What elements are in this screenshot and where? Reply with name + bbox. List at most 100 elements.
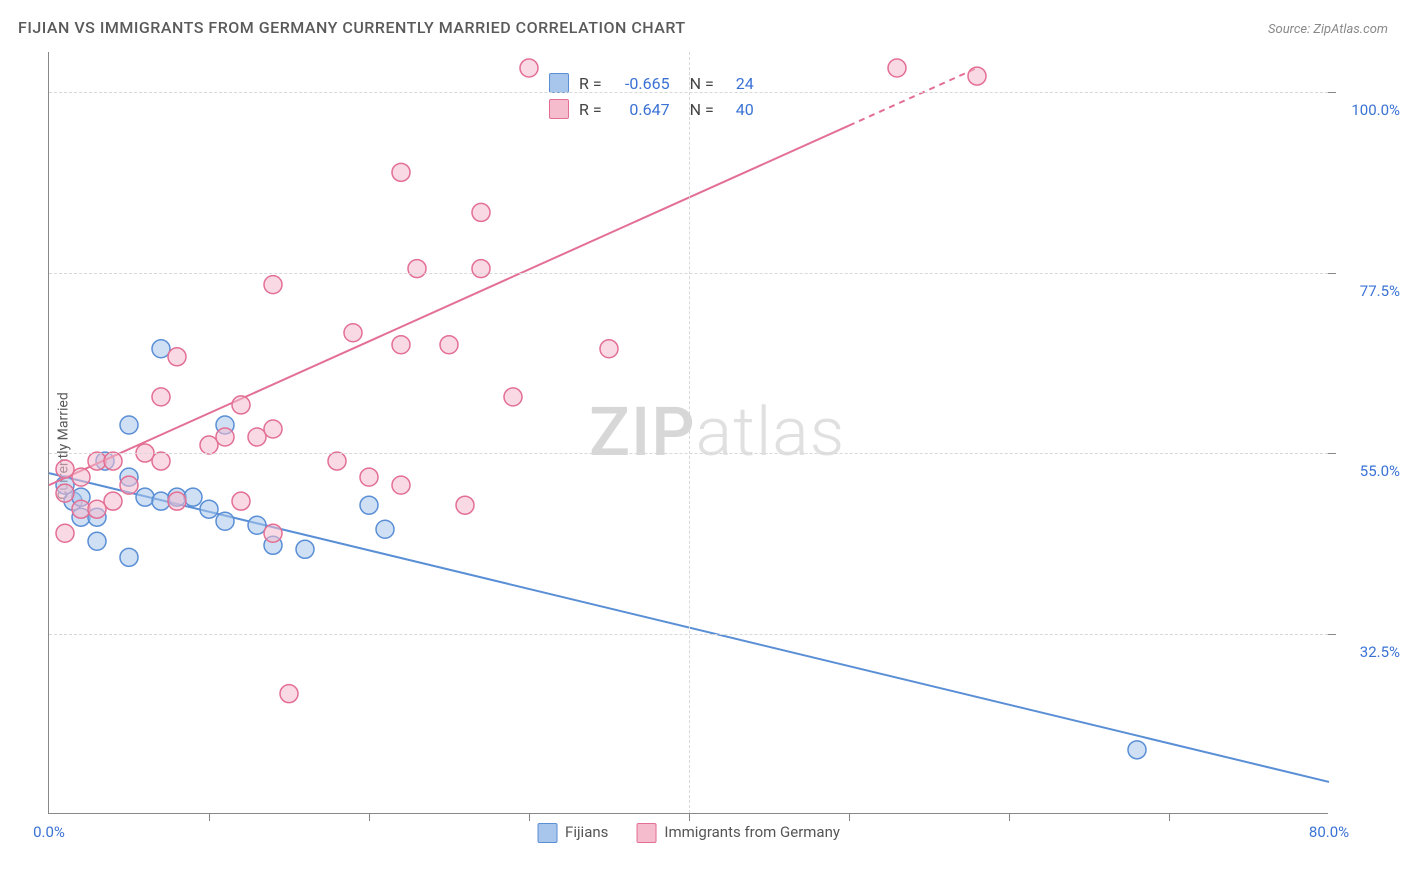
data-point [56,476,74,494]
data-point [360,496,378,514]
data-point [264,420,282,438]
data-point [888,59,906,77]
data-point [232,396,250,414]
data-point [56,484,74,502]
legend-bottom: Fijians Immigrants from Germany [537,823,840,843]
data-point [88,508,106,526]
stat-n-value: 40 [724,100,754,119]
data-point [88,500,106,518]
data-point [296,540,314,558]
data-point [600,340,618,358]
legend-item: Fijians [537,823,608,843]
data-point [280,685,298,703]
x-tick-label: 0.0% [33,823,65,841]
stat-r-value: 0.647 [612,100,670,119]
data-point [168,488,186,506]
tick-bottom [369,813,370,821]
legend-swatch [549,73,569,93]
legend-swatch [549,99,569,119]
watermark-atlas: atlas [696,392,846,472]
data-point [184,488,202,506]
tick-right [1328,634,1336,635]
data-point [104,492,122,510]
data-point [344,324,362,342]
tick-right [1328,273,1336,274]
data-point [152,340,170,358]
data-point [96,452,114,470]
data-point [328,452,346,470]
data-point [440,336,458,354]
data-point [120,476,138,494]
legend-label: Immigrants from Germany [664,823,840,841]
tick-right [1328,453,1336,454]
data-point [392,163,410,181]
data-point [64,492,82,510]
data-point [152,388,170,406]
tick-bottom [849,813,850,821]
data-point [152,492,170,510]
data-point [264,276,282,294]
chart-title: FIJIAN VS IMMIGRANTS FROM GERMANY CURREN… [18,18,686,37]
y-tick-label: 32.5% [1360,643,1400,661]
data-point [168,348,186,366]
legend-swatch [636,823,656,843]
legend-item: Immigrants from Germany [636,823,840,843]
data-point [56,524,74,542]
data-point [392,336,410,354]
data-point [56,460,74,478]
stat-n-value: 24 [724,74,754,93]
stat-r-label: R = [579,74,602,93]
data-point [456,496,474,514]
data-point [120,416,138,434]
data-point [72,488,90,506]
stat-r-value: -0.665 [612,74,670,93]
tick-right [1328,92,1336,93]
data-point [104,452,122,470]
data-point [392,476,410,494]
stats-legend: R = -0.665 N = 24 R = 0.647 N = 40 [539,66,764,126]
watermark-zip: ZIP [589,392,696,472]
data-point [152,452,170,470]
data-point [376,520,394,538]
y-tick-label: 77.5% [1360,282,1400,300]
stat-r-label: R = [579,100,602,119]
data-point [968,67,986,85]
tick-bottom [529,813,530,821]
data-point [264,524,282,542]
data-point [472,203,490,221]
stats-row: R = 0.647 N = 40 [549,96,754,122]
data-point [200,500,218,518]
data-point [232,492,250,510]
watermark: ZIPatlas [589,392,845,472]
data-point [248,428,266,446]
stat-n-label: N = [690,100,714,119]
tick-bottom [689,813,690,821]
legend-swatch [537,823,557,843]
tick-bottom [1169,813,1170,821]
data-point [88,452,106,470]
data-point [504,388,522,406]
data-point [408,260,426,278]
y-tick-label: 55.0% [1360,462,1400,480]
data-point [72,500,90,518]
tick-bottom [1009,813,1010,821]
data-point [216,416,234,434]
x-tick-label: 80.0% [1309,823,1349,841]
data-point [88,532,106,550]
data-point [360,468,378,486]
y-tick-label: 100.0% [1351,101,1400,119]
data-point [120,468,138,486]
data-point [216,428,234,446]
data-point [120,548,138,566]
source-text: Source: ZipAtlas.com [1268,22,1388,37]
gridline-v [689,52,690,813]
plot-area: ZIPatlas R =-0.665N =24R = 0.647N =40 Fi… [48,52,1328,814]
data-point [472,260,490,278]
data-point [264,536,282,554]
data-point [72,468,90,486]
tick-bottom [209,813,210,821]
data-point [200,436,218,454]
data-point [168,492,186,510]
legend-label: Fijians [565,823,608,841]
data-point [72,508,90,526]
